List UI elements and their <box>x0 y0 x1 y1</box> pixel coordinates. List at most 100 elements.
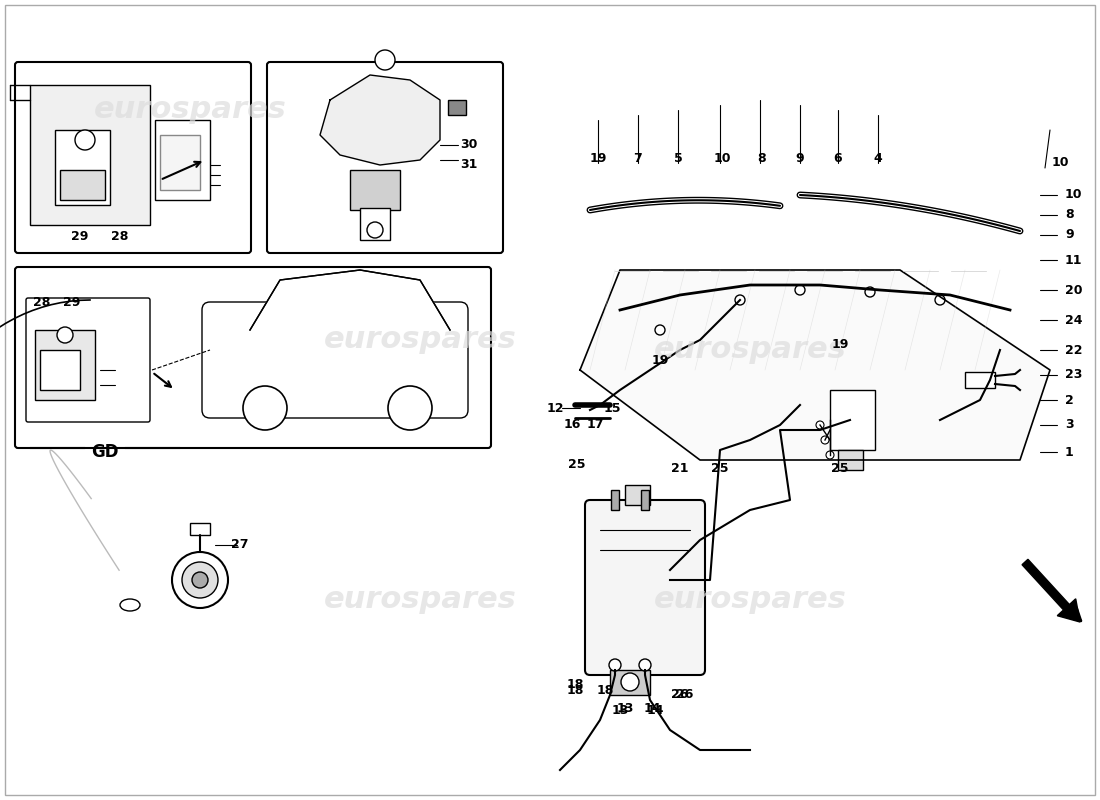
Polygon shape <box>320 75 440 165</box>
Text: eurospares: eurospares <box>323 326 516 354</box>
Text: 25: 25 <box>712 462 728 474</box>
Circle shape <box>75 130 95 150</box>
Bar <box>610 490 619 510</box>
Text: 10: 10 <box>1052 157 1069 170</box>
Bar <box>30 85 150 225</box>
Text: 13: 13 <box>612 703 629 717</box>
Circle shape <box>182 562 218 598</box>
Text: 27: 27 <box>231 538 249 551</box>
Text: 21: 21 <box>671 462 689 474</box>
Polygon shape <box>250 270 450 330</box>
Text: 31: 31 <box>460 158 477 171</box>
Ellipse shape <box>120 599 140 611</box>
Text: 6: 6 <box>834 151 843 165</box>
Circle shape <box>865 287 874 297</box>
Text: 24: 24 <box>1065 314 1082 326</box>
FancyBboxPatch shape <box>585 500 705 675</box>
Text: 20: 20 <box>1065 283 1082 297</box>
Text: 29: 29 <box>72 230 89 243</box>
FancyBboxPatch shape <box>15 62 251 253</box>
Circle shape <box>375 50 395 70</box>
Circle shape <box>609 659 622 671</box>
Text: eurospares: eurospares <box>94 95 286 125</box>
Text: 15: 15 <box>603 402 620 414</box>
Circle shape <box>935 295 945 305</box>
Circle shape <box>735 295 745 305</box>
Text: 22: 22 <box>1065 343 1082 357</box>
Text: 2: 2 <box>1065 394 1074 406</box>
FancyBboxPatch shape <box>267 62 503 253</box>
Text: 19: 19 <box>832 338 849 351</box>
Circle shape <box>192 572 208 588</box>
Bar <box>965 372 996 388</box>
Text: 9: 9 <box>795 151 804 165</box>
Circle shape <box>795 285 805 295</box>
Text: 13: 13 <box>616 702 634 714</box>
FancyBboxPatch shape <box>26 298 150 422</box>
Circle shape <box>826 451 834 459</box>
Bar <box>60 170 104 200</box>
Bar <box>625 485 650 505</box>
Text: eurospares: eurospares <box>653 335 846 365</box>
Circle shape <box>654 325 666 335</box>
Circle shape <box>821 436 829 444</box>
Text: 4: 4 <box>873 151 882 165</box>
Polygon shape <box>580 270 1050 460</box>
Text: 17: 17 <box>586 418 604 431</box>
Text: eurospares: eurospares <box>323 586 516 614</box>
Text: 11: 11 <box>1065 254 1082 266</box>
Text: 14: 14 <box>644 702 661 714</box>
Text: 25: 25 <box>569 458 585 471</box>
Text: 26: 26 <box>671 689 689 702</box>
Text: 29: 29 <box>63 295 80 309</box>
Bar <box>830 390 874 450</box>
Circle shape <box>639 659 651 671</box>
Text: eurospares: eurospares <box>653 586 846 614</box>
Bar <box>190 523 210 535</box>
FancyBboxPatch shape <box>202 302 468 418</box>
Bar <box>350 170 400 210</box>
Text: 23: 23 <box>1065 369 1082 382</box>
Bar <box>448 100 466 115</box>
Circle shape <box>57 327 73 343</box>
Circle shape <box>367 222 383 238</box>
Bar <box>641 490 649 510</box>
Circle shape <box>388 386 432 430</box>
Text: GD: GD <box>91 443 119 461</box>
Text: 7: 7 <box>634 151 642 165</box>
Bar <box>155 120 210 200</box>
Text: 26: 26 <box>676 689 694 702</box>
Text: 12: 12 <box>547 402 563 414</box>
Bar <box>838 450 864 470</box>
Text: 28: 28 <box>111 230 129 243</box>
Text: 10: 10 <box>713 151 730 165</box>
Bar <box>40 350 80 390</box>
Text: 8: 8 <box>758 151 767 165</box>
Bar <box>360 208 390 240</box>
Text: 8: 8 <box>1065 209 1074 222</box>
Bar <box>610 670 650 695</box>
Text: 10: 10 <box>1065 189 1082 202</box>
Text: 5: 5 <box>673 151 682 165</box>
Bar <box>55 130 110 205</box>
Circle shape <box>816 421 824 429</box>
Text: 28: 28 <box>33 295 51 309</box>
FancyArrow shape <box>1022 559 1080 622</box>
Text: 18: 18 <box>566 683 584 697</box>
Text: 30: 30 <box>460 138 477 151</box>
FancyBboxPatch shape <box>15 267 491 448</box>
Text: 3: 3 <box>1065 418 1074 431</box>
Text: 18: 18 <box>596 683 614 697</box>
Circle shape <box>172 552 228 608</box>
Text: 16: 16 <box>563 418 581 431</box>
Bar <box>160 135 200 190</box>
Text: 14: 14 <box>647 703 663 717</box>
Text: 9: 9 <box>1065 229 1074 242</box>
Circle shape <box>243 386 287 430</box>
Circle shape <box>621 673 639 691</box>
Text: 19: 19 <box>590 151 607 165</box>
Bar <box>35 330 95 400</box>
Text: 18: 18 <box>566 678 584 691</box>
Text: 25: 25 <box>832 462 849 474</box>
Text: 19: 19 <box>651 354 669 366</box>
